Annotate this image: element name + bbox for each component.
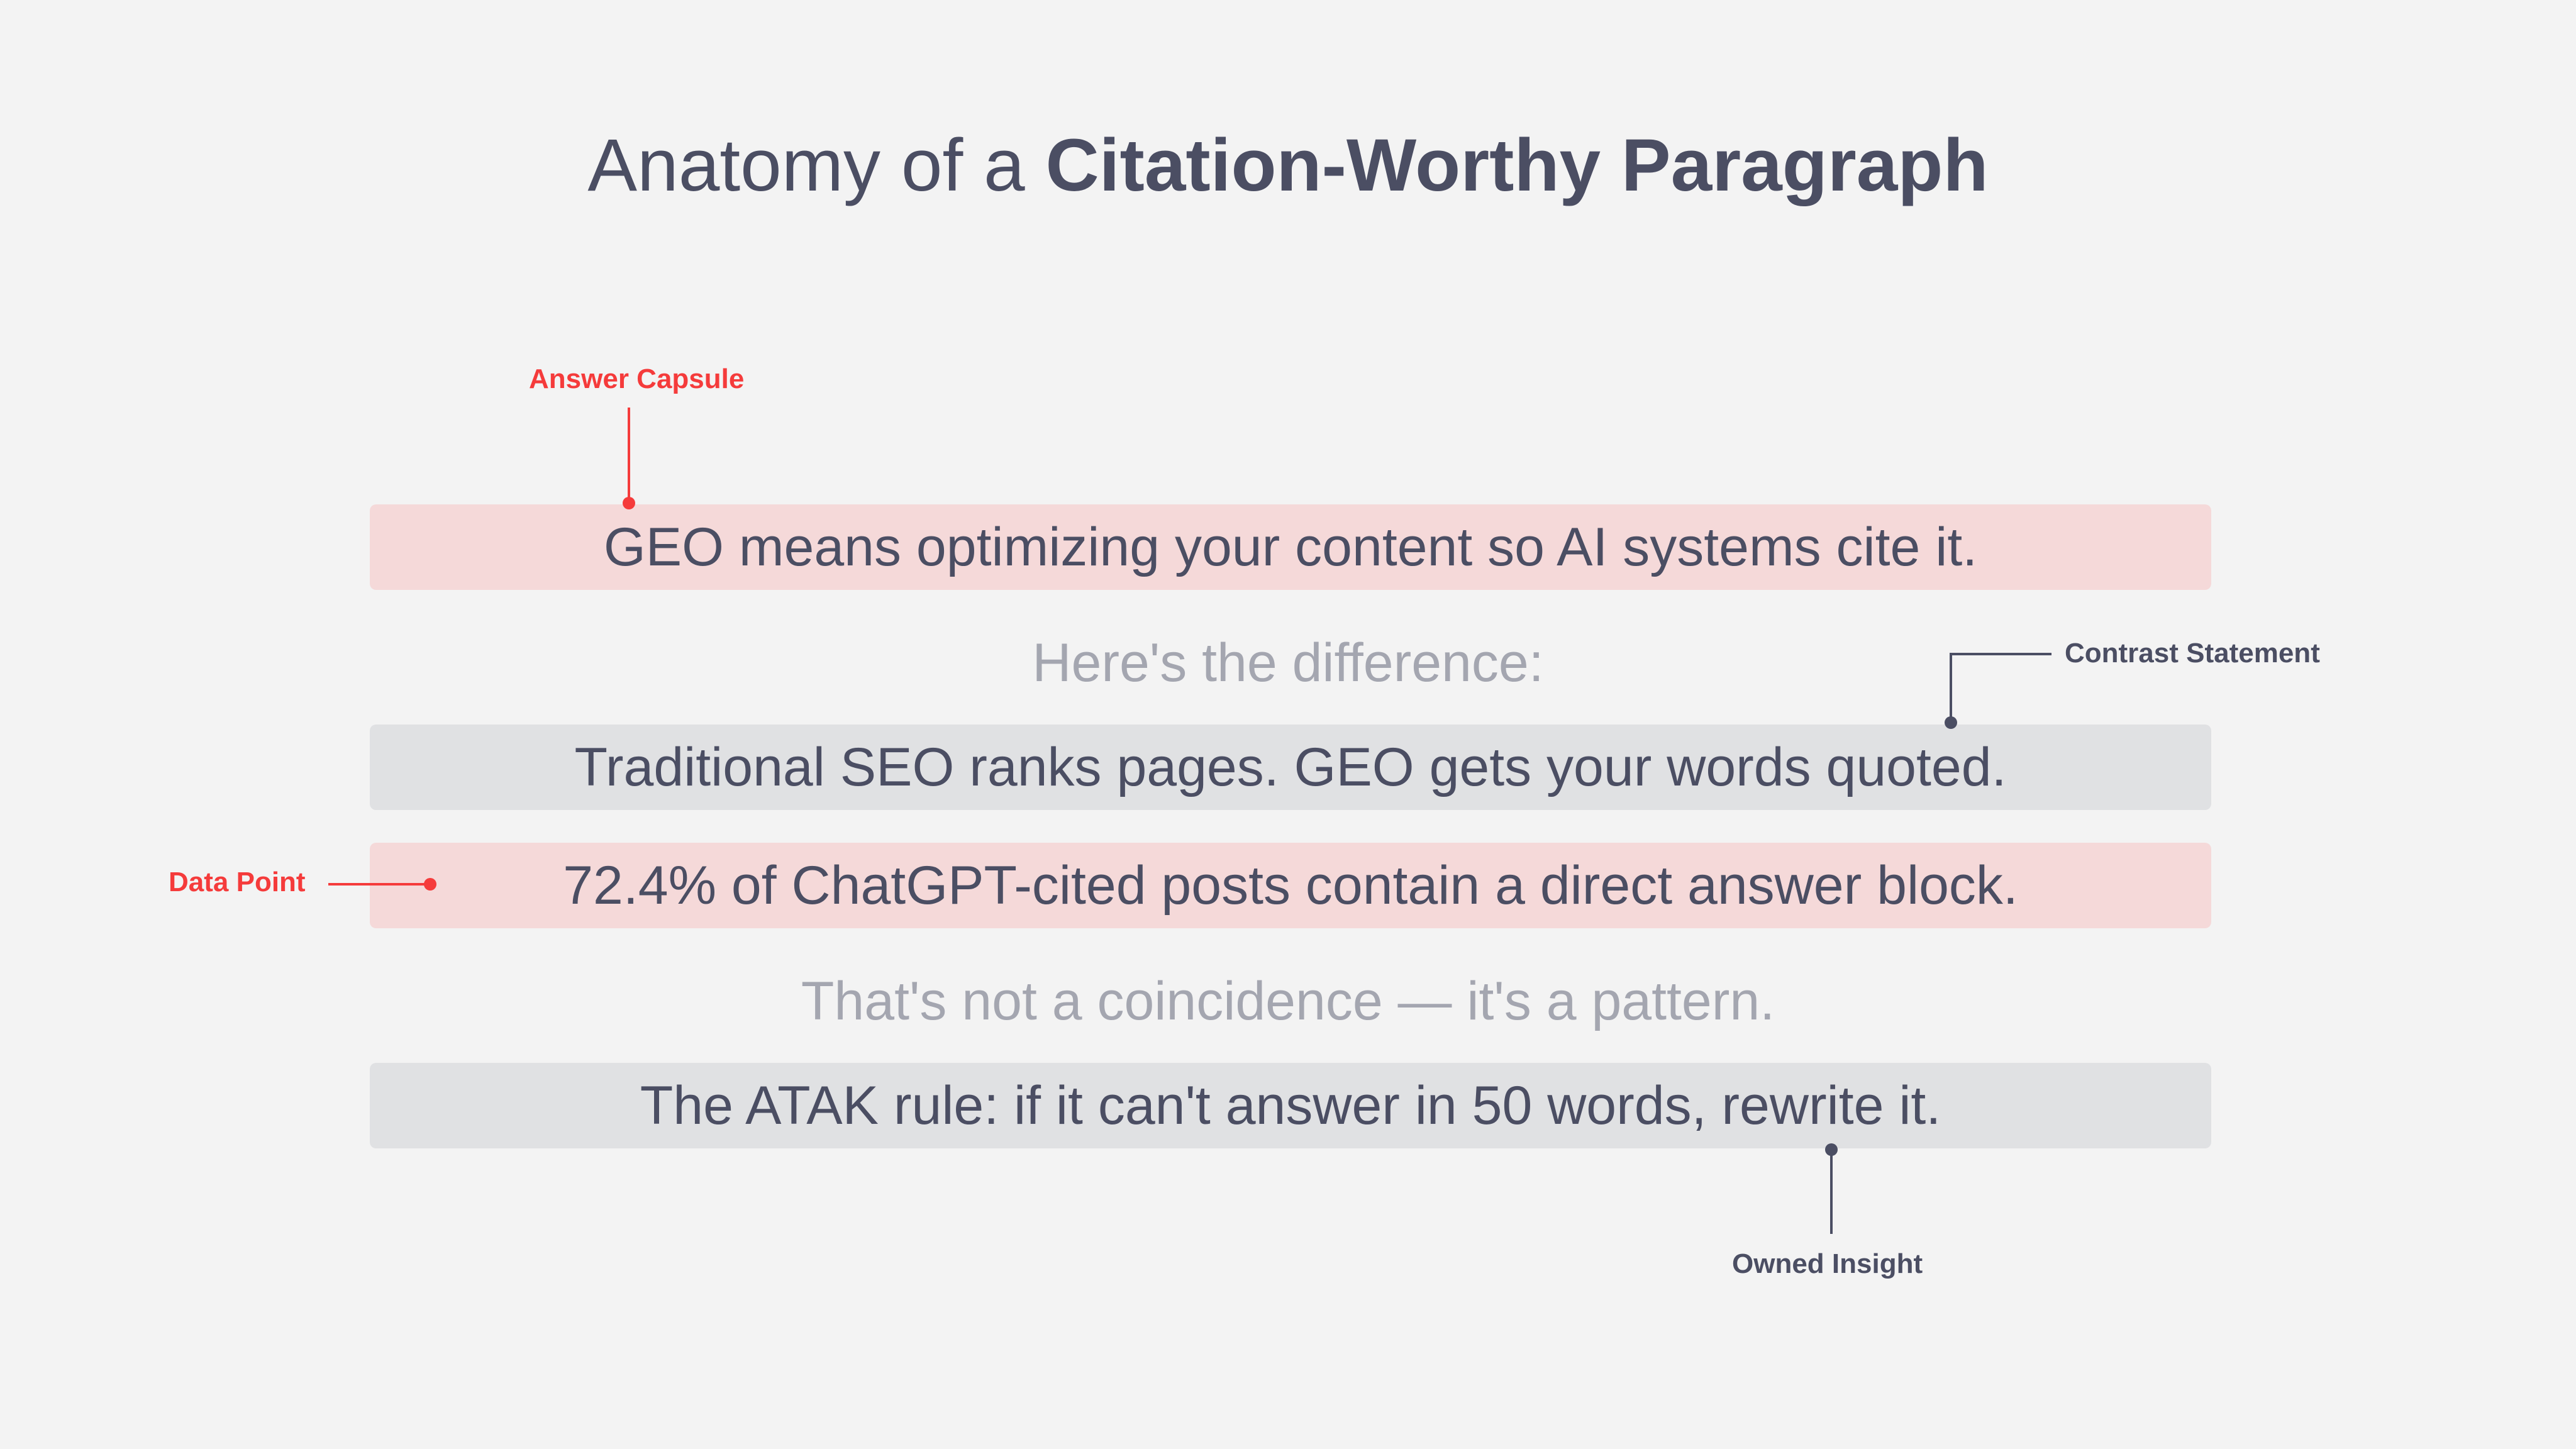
answer-capsule-label: Answer Capsule (529, 364, 745, 394)
answer-capsule-line: GEO means optimizing your content so AI … (370, 504, 2211, 590)
data-point-line: 72.4% of ChatGPT-cited posts contain a d… (370, 843, 2211, 928)
owned-insight-label: Owned Insight (1732, 1248, 1923, 1279)
transition-line: Here's the difference: (1032, 633, 1544, 693)
contrast-statement-label: Contrast Statement (2065, 638, 2320, 669)
answer-capsule-connector (623, 408, 635, 509)
page-title: Anatomy of a Citation-Worthy Paragraph (0, 123, 2576, 208)
data-point-label: Data Point (169, 867, 306, 897)
title-bold: Citation-Worthy Paragraph (1045, 124, 1989, 207)
owned-insight-line: The ATAK rule: if it can't answer in 50 … (370, 1063, 2211, 1148)
title-regular: Anatomy of a (587, 124, 1046, 207)
owned-insight-connector (1825, 1143, 1838, 1234)
contrast-statement-line: Traditional SEO ranks pages. GEO gets yo… (370, 724, 2211, 810)
transition-line-2: That's not a coincidence — it's a patter… (801, 971, 1775, 1031)
